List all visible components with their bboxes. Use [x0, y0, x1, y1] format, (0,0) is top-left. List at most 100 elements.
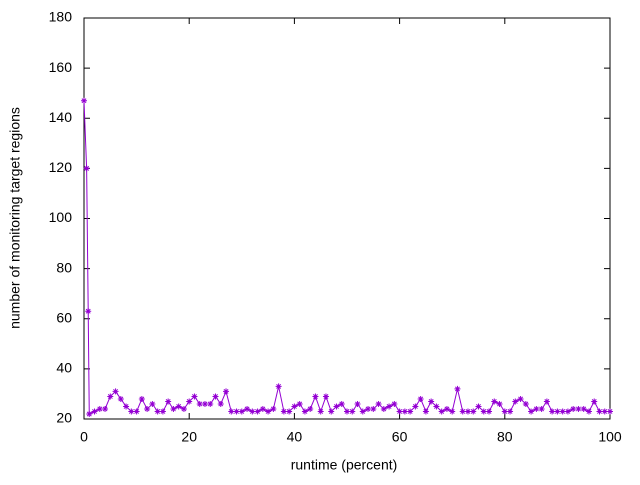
point-marker: [396, 408, 403, 415]
y-axis-label: number of monitoring target regions: [7, 107, 23, 329]
point-marker: [144, 405, 151, 412]
point-marker: [86, 410, 93, 417]
point-marker: [512, 398, 519, 405]
point-marker: [207, 400, 214, 407]
point-marker: [128, 408, 135, 415]
point-marker: [449, 408, 456, 415]
point-marker: [375, 400, 382, 407]
point-marker: [312, 393, 319, 400]
point-marker: [407, 408, 414, 415]
y-tick-label: 20: [56, 410, 72, 426]
point-marker: [117, 395, 124, 402]
point-marker: [259, 405, 266, 412]
point-marker: [412, 403, 419, 410]
point-marker: [585, 408, 592, 415]
x-tick-label: 60: [392, 429, 408, 445]
point-marker: [522, 400, 529, 407]
y-tick-label: 120: [49, 159, 73, 175]
point-marker: [417, 395, 424, 402]
point-marker: [591, 398, 598, 405]
point-marker: [354, 400, 361, 407]
point-marker: [212, 393, 219, 400]
point-marker: [501, 408, 508, 415]
point-marker: [470, 408, 477, 415]
point-marker: [102, 405, 109, 412]
point-marker: [570, 405, 577, 412]
point-marker: [180, 405, 187, 412]
point-marker: [464, 408, 471, 415]
y-tick-label: 40: [56, 360, 72, 376]
point-marker: [480, 408, 487, 415]
point-marker: [517, 395, 524, 402]
point-marker: [254, 408, 261, 415]
point-marker: [296, 400, 303, 407]
point-marker: [123, 403, 130, 410]
point-marker: [596, 408, 603, 415]
point-marker: [559, 408, 566, 415]
point-marker: [486, 408, 493, 415]
point-marker: [459, 408, 466, 415]
plot-frame: [83, 17, 611, 420]
point-marker: [170, 405, 177, 412]
point-marker: [549, 408, 556, 415]
series-line: [83, 100, 610, 415]
point-marker: [438, 408, 445, 415]
y-tick-label: 80: [56, 259, 72, 275]
point-marker: [307, 405, 314, 412]
point-marker: [359, 408, 366, 415]
point-marker: [533, 405, 540, 412]
point-marker: [96, 405, 103, 412]
point-marker: [543, 398, 550, 405]
y-tick-label: 180: [49, 9, 73, 25]
point-marker: [328, 408, 335, 415]
point-marker: [85, 308, 92, 315]
point-marker: [228, 408, 235, 415]
point-marker: [528, 408, 535, 415]
point-marker: [370, 405, 377, 412]
point-marker: [454, 385, 461, 392]
point-marker: [564, 408, 571, 415]
point-marker: [475, 403, 482, 410]
point-marker: [112, 388, 119, 395]
point-marker: [391, 400, 398, 407]
point-marker: [301, 408, 308, 415]
point-marker: [291, 403, 298, 410]
point-marker: [165, 398, 172, 405]
point-marker: [270, 405, 277, 412]
point-marker: [159, 408, 166, 415]
point-marker: [554, 408, 561, 415]
point-marker: [249, 408, 256, 415]
point-marker: [491, 398, 498, 405]
point-marker: [496, 400, 503, 407]
x-tick-label: 80: [497, 429, 513, 445]
x-tick-label: 100: [598, 429, 622, 445]
point-marker: [338, 400, 345, 407]
point-marker: [175, 403, 182, 410]
point-marker: [365, 405, 372, 412]
x-axis-label: runtime (percent): [291, 457, 398, 473]
point-marker: [422, 408, 429, 415]
x-tick-label: 20: [181, 429, 197, 445]
point-marker: [428, 398, 435, 405]
point-marker: [607, 408, 613, 415]
point-marker: [344, 408, 350, 415]
point-marker: [433, 403, 440, 410]
point-marker: [138, 395, 145, 402]
point-marker: [265, 408, 272, 415]
point-marker: [201, 400, 208, 407]
point-marker: [333, 403, 340, 410]
x-tick-label: 0: [80, 429, 88, 445]
point-marker: [154, 408, 161, 415]
point-marker: [286, 408, 293, 415]
point-marker: [575, 405, 582, 412]
point-marker: [196, 400, 203, 407]
y-tick-label: 160: [49, 59, 73, 75]
point-marker: [223, 388, 230, 395]
point-marker: [238, 408, 245, 415]
point-marker: [275, 383, 282, 390]
y-tick-label: 140: [49, 109, 73, 125]
point-marker: [349, 408, 356, 415]
point-marker: [507, 408, 514, 415]
point-marker: [191, 393, 198, 400]
